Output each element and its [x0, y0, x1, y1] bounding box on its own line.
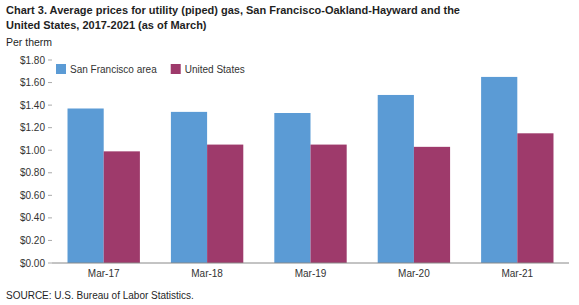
- y-tick: [48, 105, 52, 106]
- bar: [274, 113, 310, 263]
- y-tick-label: $1.60: [20, 77, 45, 88]
- source: SOURCE: U.S. Bureau of Labor Statistics.: [6, 290, 194, 301]
- x-tick-label: Mar-18: [191, 268, 223, 279]
- y-tick: [48, 263, 52, 264]
- y-tick-label: $1.40: [20, 100, 45, 111]
- y-tick-label: $1.20: [20, 122, 45, 133]
- y-tick: [48, 60, 52, 61]
- x-tick-label: Mar-20: [398, 268, 430, 279]
- bar: [414, 147, 450, 263]
- y-tick-label: $0.00: [20, 258, 45, 269]
- bar: [171, 112, 207, 263]
- bar: [311, 145, 347, 263]
- x-tick-label: Mar-17: [88, 268, 120, 279]
- bar: [104, 151, 140, 263]
- y-tick-label: $0.60: [20, 190, 45, 201]
- y-axis: $0.00 $0.20 $0.40 $0.60 $0.80 $1.00 $1.20 $1.40…: [20, 55, 52, 269]
- y-tick: [48, 172, 52, 173]
- x-axis-line: [52, 263, 569, 264]
- y-tick: [48, 82, 52, 83]
- y-tick-label: $0.80: [20, 167, 45, 178]
- bar: [68, 108, 104, 263]
- legend-label: United States: [185, 64, 245, 75]
- bar: [207, 145, 243, 263]
- legend-swatch: [171, 64, 181, 74]
- x-tick-label: Mar-19: [295, 268, 327, 279]
- title: Chart 3. Average prices for utility (pip…: [6, 4, 460, 16]
- y-tick: [48, 127, 52, 128]
- legend-label: San Francisco area: [70, 64, 157, 75]
- bar: [517, 133, 553, 263]
- y-tick: [48, 240, 52, 241]
- y-tick: [48, 217, 52, 218]
- bar: [481, 77, 517, 263]
- y-tick: [48, 195, 52, 196]
- y-tick: [48, 150, 52, 151]
- y-tick-label: $1.80: [20, 55, 45, 66]
- y-tick-label: $0.20: [20, 235, 45, 246]
- y-tick-label: $1.00: [20, 145, 45, 156]
- bars: [68, 77, 554, 263]
- y-tick-label: $0.40: [20, 212, 45, 223]
- x-axis: Mar-17 Mar-18 Mar-19 Mar-20 Mar-21: [52, 263, 569, 279]
- subtitle: United States, 2017-2021 (as of March): [6, 19, 207, 31]
- bar: [378, 95, 414, 263]
- x-tick-label: Mar-21: [501, 268, 533, 279]
- legend-swatch: [56, 64, 66, 74]
- y-axis-label: Per therm: [6, 36, 52, 48]
- legend: San Francisco area United States: [56, 64, 245, 75]
